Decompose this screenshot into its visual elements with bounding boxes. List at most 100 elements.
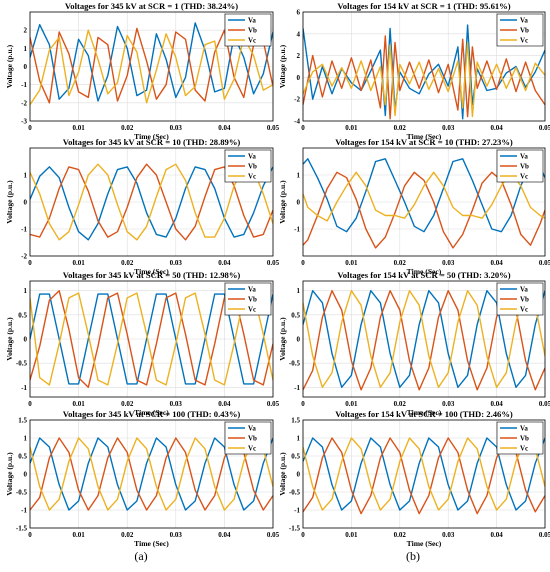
y-axis-label: Voltage (p.u.) <box>278 44 287 88</box>
series-line-vb <box>30 27 273 104</box>
x-tick-label: 0.02 <box>121 400 134 408</box>
series-line-vc <box>30 292 273 386</box>
y-tick-label: 0 <box>297 199 301 207</box>
axes-frame <box>302 147 546 257</box>
x-tick-label: 0.03 <box>442 259 455 267</box>
y-tick-label: -0.5 <box>289 489 301 497</box>
y-tick-label: -1 <box>21 507 27 515</box>
axes-frame <box>29 280 274 398</box>
y-tick-label: 1 <box>24 45 28 53</box>
series-line-vc <box>303 437 545 511</box>
series-line-vb <box>303 171 545 249</box>
y-tick-label: -1.5 <box>289 525 301 533</box>
legend: Va Vb Vc <box>224 421 272 455</box>
legend-label-va: Va <box>248 425 256 433</box>
x-tick-label: 0 <box>301 259 305 267</box>
y-tick-label: -2 <box>21 253 27 261</box>
x-tick-label: 0.02 <box>394 124 407 132</box>
x-axis-label: Time (Sec) <box>407 539 442 548</box>
x-tick-label: 0.03 <box>442 400 455 408</box>
chart-title: Voltages for 345 kV at SCR = 50 (THD: 12… <box>63 270 241 280</box>
series-line-vc <box>303 290 545 388</box>
x-tick-label: 0 <box>28 400 32 408</box>
legend-label-va: Va <box>520 17 528 25</box>
y-tick-label: 0 <box>297 336 301 344</box>
y-axis-label: Voltage (p.u.) <box>278 317 287 361</box>
y-axis-label: Voltage (p.u.) <box>5 317 14 361</box>
x-tick-label: 0 <box>301 531 305 539</box>
y-tick-label: -3 <box>21 118 27 126</box>
y-tick-label: 0.5 <box>291 311 300 319</box>
x-axis-label: Time (Sec) <box>134 539 169 548</box>
y-axis-label: Voltage (p.u.) <box>278 452 287 496</box>
x-tick-label: 0.04 <box>490 259 503 267</box>
legend-label-vb: Vb <box>520 435 529 443</box>
x-tick-label: 0 <box>28 259 32 267</box>
y-tick-label: -0.5 <box>289 360 301 368</box>
x-tick-label: 0.04 <box>218 259 231 267</box>
y-axis-label: Voltage (p.u.) <box>5 452 14 496</box>
y-tick-label: 1 <box>24 435 28 443</box>
x-tick-label: 0.04 <box>490 124 503 132</box>
series-line-va <box>303 290 545 388</box>
axes-frame <box>302 419 546 529</box>
x-tick-label: 0.03 <box>170 400 183 408</box>
x-tick-label: 0.03 <box>442 124 455 132</box>
legend-label-vc: Vc <box>520 445 528 453</box>
x-tick-label: 0.04 <box>490 531 503 539</box>
x-axis-label: Time (Sec) <box>407 267 442 276</box>
x-tick-label: 0.03 <box>170 124 183 132</box>
legend-label-vc: Vc <box>520 37 528 45</box>
y-tick-label: -0.5 <box>16 489 28 497</box>
legend-label-vc: Vc <box>248 173 256 181</box>
x-tick-label: 0.03 <box>170 259 183 267</box>
series-line-vb <box>30 163 273 241</box>
x-tick-label: 0 <box>301 124 305 132</box>
y-tick-label: 1 <box>297 435 301 443</box>
y-tick-label: 0.5 <box>18 311 27 319</box>
figure-label-b: (b) <box>406 549 420 563</box>
series-line-vc <box>30 29 273 106</box>
series-line-va <box>303 158 545 233</box>
x-tick-label: 0 <box>301 400 305 408</box>
series-line-va <box>30 437 273 511</box>
y-tick-label: 1 <box>297 172 301 180</box>
x-tick-label: 0.01 <box>72 124 85 132</box>
y-tick-label: 4 <box>297 30 301 38</box>
legend: Va Vb Vc <box>496 282 544 316</box>
chart-title: Voltages for 154 kV at SCR = 1 (THD: 95.… <box>337 1 510 11</box>
y-tick-label: -0.5 <box>16 360 28 368</box>
chart-panel-b2: 0 0.01 0.02 0.03 0.04 0.05 -1 0 1 Voltages for 15… <box>278 137 550 276</box>
chart-title: Voltages for 345 kV at SCR = 1 (THD: 38.… <box>65 1 238 11</box>
legend: Va Vb Vc <box>224 282 272 316</box>
x-axis-label: Time (Sec) <box>134 132 169 141</box>
chart-panel-b3: 0 0.01 0.02 0.03 0.04 0.05 -1 -0.5 0 0.5 1 Voltages… <box>278 270 550 417</box>
legend-label-vb: Vb <box>520 296 529 304</box>
y-axis-label: Voltage (p.u.) <box>278 180 287 224</box>
y-tick-label: 0 <box>24 199 28 207</box>
y-tick-label: -1 <box>294 384 300 392</box>
x-tick-label: 0.01 <box>72 259 85 267</box>
x-tick-label: 0 <box>28 124 32 132</box>
x-tick-label: 0.05 <box>539 124 550 132</box>
figure-label-a: (a) <box>134 549 147 563</box>
y-tick-label: 1 <box>24 172 28 180</box>
chart-panel-b4: 0 0.01 0.02 0.03 0.04 0.05 -1.5 -1 -0.5 0 0.5 1 1.5 V… <box>278 409 550 548</box>
chart-panel-a1: 0 0.01 0.02 0.03 0.04 0.05 -3 -2 -1 0 1 2 Voltages f… <box>5 1 280 141</box>
x-tick-label: 0.03 <box>442 531 455 539</box>
axes-frame <box>29 419 274 529</box>
y-tick-label: -1.5 <box>16 525 28 533</box>
chart-panel-a3: 0 0.01 0.02 0.03 0.04 0.05 -1 -0.5 0 0.5 1 Voltages… <box>5 270 280 417</box>
x-axis-label: Time (Sec) <box>134 408 169 417</box>
legend-label-va: Va <box>520 425 528 433</box>
series-line-vc <box>30 437 273 511</box>
x-tick-label: 0.02 <box>394 400 407 408</box>
legend-label-vc: Vc <box>520 173 528 181</box>
legend-label-vc: Vc <box>248 445 256 453</box>
y-tick-label: 0 <box>24 471 28 479</box>
legend-label-vb: Vb <box>520 27 529 35</box>
y-tick-label: -1 <box>21 384 27 392</box>
y-tick-label: 1 <box>24 287 28 295</box>
y-tick-label: 2 <box>297 52 301 60</box>
y-axis-label: Voltage (p.u.) <box>5 180 14 224</box>
